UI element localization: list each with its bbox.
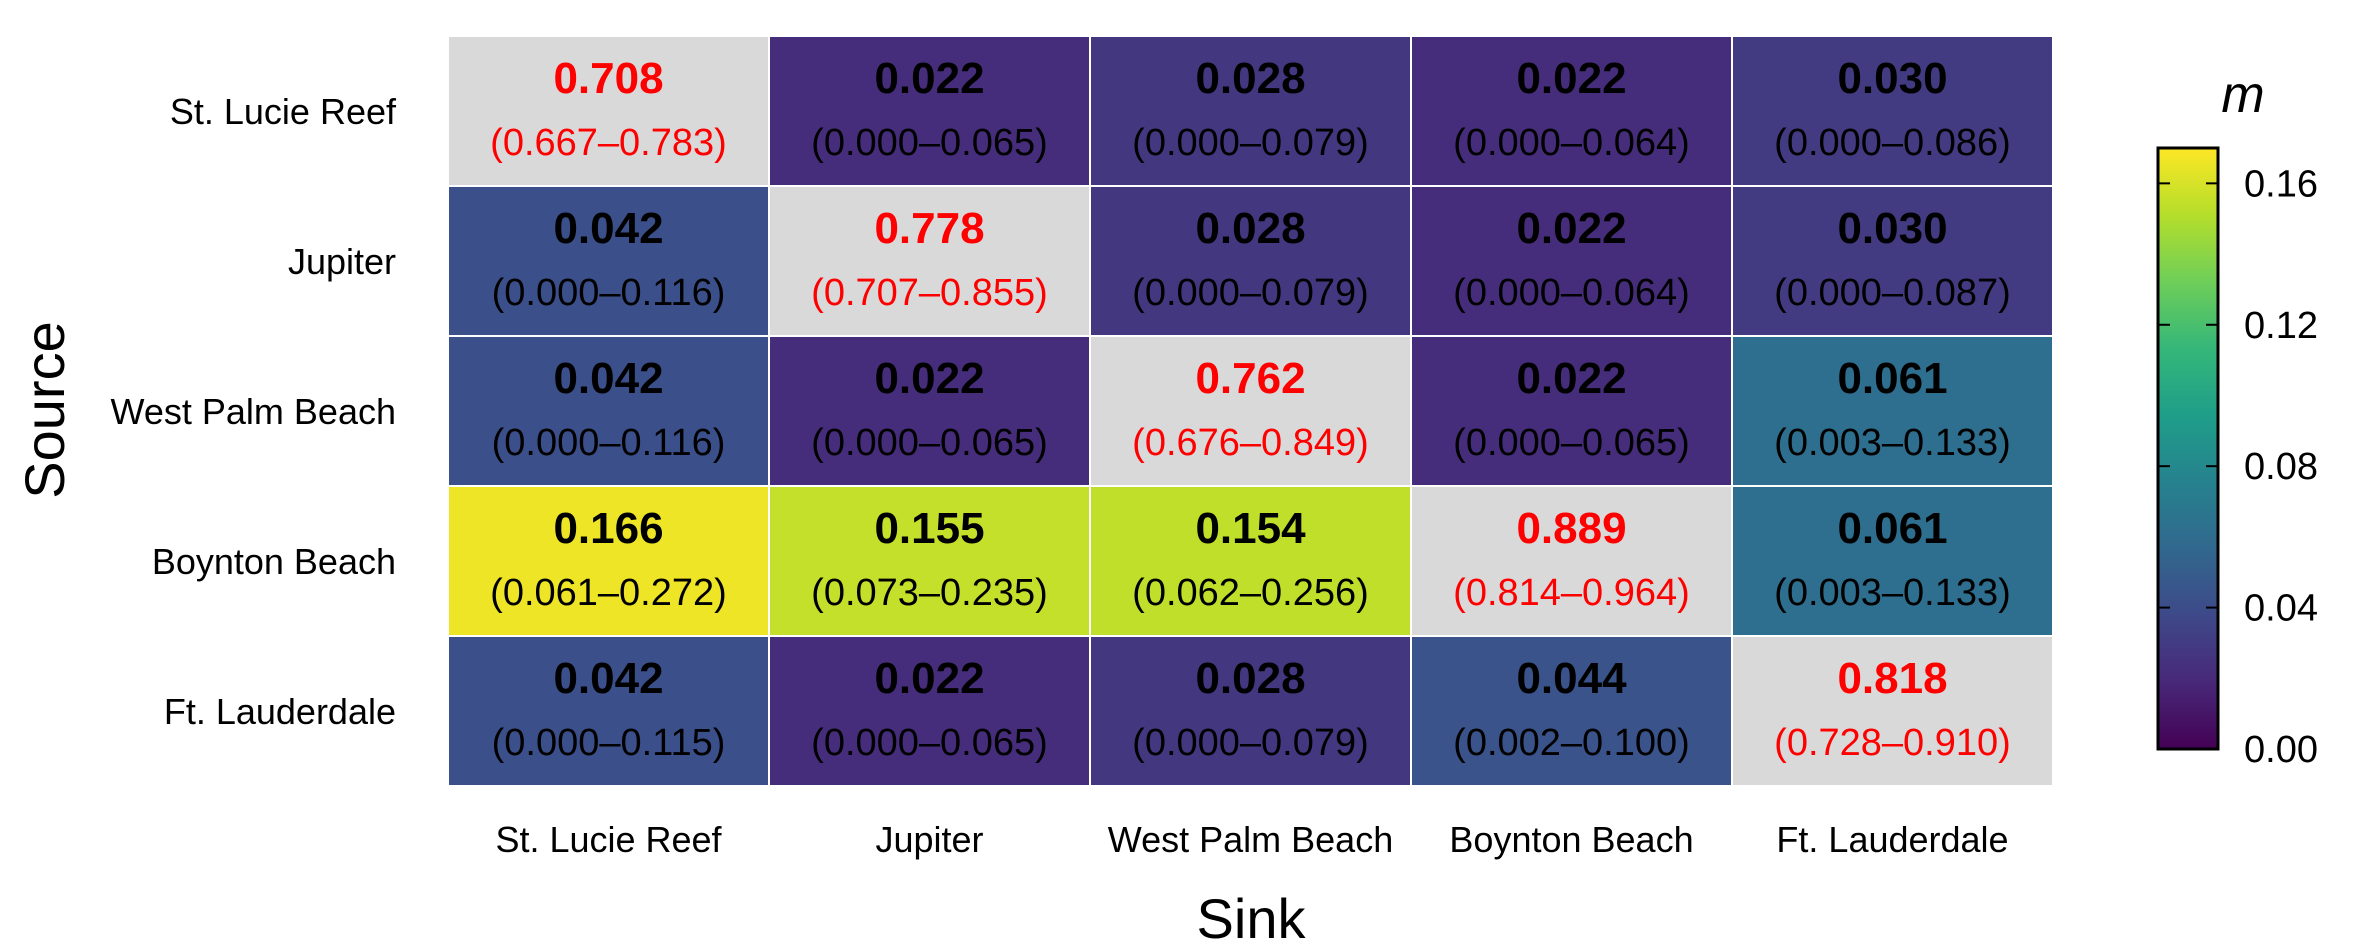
row-label: St. Lucie Reef [170, 91, 397, 132]
heatmap-cell [1733, 637, 2052, 785]
cell-interval-label: (0.000–0.065) [811, 122, 1048, 164]
row-labels: St. Lucie Reef Jupiter West Palm Beach Boyn… [111, 91, 397, 732]
cell-interval-label: (0.002–0.100) [1453, 722, 1690, 764]
cell-value-label: 0.028 [1195, 654, 1305, 703]
heatmap-cell [1412, 187, 1731, 335]
cell-value-label: 0.708 [553, 54, 663, 103]
heatmap-cell [1733, 337, 2052, 485]
colorbar-gradient [2156, 146, 2220, 751]
heatmap-cell [1733, 187, 2052, 335]
cell-interval-label: (0.707–0.855) [811, 272, 1048, 314]
cell-interval-label: (0.667–0.783) [490, 122, 727, 164]
heatmap-cell [1091, 487, 1410, 635]
heatmap-cell [1412, 487, 1731, 635]
row-label: Jupiter [288, 241, 396, 282]
cell-value-label: 0.022 [1516, 54, 1626, 103]
colorbar-tick-label: 0.00 [2244, 729, 2318, 771]
heatmap-cell [449, 187, 768, 335]
colorbar-title: m [2221, 66, 2264, 124]
column-labels: St. Lucie Reef Jupiter West Palm Beach Boyn… [495, 819, 2008, 860]
cell-value-label: 0.762 [1195, 354, 1305, 403]
cell-value-label: 0.154 [1195, 504, 1306, 553]
cell-value-label: 0.028 [1195, 54, 1305, 103]
cell-interval-label: (0.000–0.079) [1132, 122, 1369, 164]
cell-value-label: 0.155 [874, 504, 984, 553]
cell-value-label: 0.061 [1837, 354, 1947, 403]
heatmap-cell [1733, 37, 2052, 185]
heatmap-cell [1412, 637, 1731, 785]
cell-interval-label: (0.000–0.064) [1453, 122, 1690, 164]
cell-value-label: 0.042 [553, 654, 663, 703]
cell-interval-label: (0.728–0.910) [1774, 722, 2011, 764]
cell-interval-label: (0.676–0.849) [1132, 422, 1369, 464]
heatmap-cell [1091, 337, 1410, 485]
cell-value-label: 0.042 [553, 354, 663, 403]
heatmap-cell [1091, 37, 1410, 185]
cell-interval-label: (0.000–0.115) [492, 722, 726, 764]
column-label: Boynton Beach [1449, 819, 1693, 860]
cell-interval-label: (0.073–0.235) [811, 572, 1048, 614]
row-label: Ft. Lauderdale [164, 691, 396, 732]
heatmap-cell [770, 487, 1089, 635]
heatmap-cell [449, 37, 768, 185]
cell-interval-label: (0.000–0.087) [1774, 272, 2011, 314]
cell-value-label: 0.022 [1516, 354, 1626, 403]
cell-interval-label: (0.003–0.133) [1774, 572, 2011, 614]
x-axis-title: Sink [1197, 887, 1307, 944]
cell-interval-label: (0.062–0.256) [1132, 572, 1369, 614]
cell-interval-label: (0.000–0.116) [492, 272, 726, 314]
row-label: Boynton Beach [152, 541, 396, 582]
cell-value-label: 0.889 [1516, 504, 1626, 553]
heatmap-cell [1091, 637, 1410, 785]
colorbar-tick-label: 0.08 [2244, 446, 2318, 488]
cell-value-label: 0.022 [874, 354, 984, 403]
cell-interval-label: (0.000–0.079) [1132, 272, 1369, 314]
colorbar-tick-label: 0.16 [2244, 163, 2318, 205]
colorbar-tick-label: 0.04 [2244, 588, 2318, 630]
cell-value-label: 0.030 [1837, 54, 1947, 103]
heatmap-cell [770, 37, 1089, 185]
column-label: Jupiter [875, 819, 983, 860]
cell-interval-label: (0.000–0.064) [1453, 272, 1690, 314]
heatmap-cell [449, 337, 768, 485]
cell-interval-label: (0.003–0.133) [1774, 422, 2011, 464]
column-label: West Palm Beach [1108, 819, 1393, 860]
row-label: West Palm Beach [111, 391, 396, 432]
cell-value-label: 0.166 [553, 504, 663, 553]
colorbar-tick-label: 0.12 [2244, 305, 2318, 347]
cell-value-label: 0.028 [1195, 204, 1305, 253]
cell-interval-label: (0.000–0.065) [811, 722, 1048, 764]
cell-value-label: 0.042 [553, 204, 663, 253]
colorbar: m 0.00 0.04 0.08 0.12 0.16 [2156, 66, 2318, 771]
y-axis-title: Source [13, 321, 76, 498]
heatmap-cells: 0.708 (0.667–0.783) 0.022 (0.000–0.065) 0.02… [449, 37, 2052, 785]
cell-value-label: 0.778 [874, 204, 984, 253]
heatmap-cell [1733, 487, 2052, 635]
cell-value-label: 0.022 [1516, 204, 1626, 253]
heatmap-cell [1412, 337, 1731, 485]
cell-interval-label: (0.000–0.079) [1132, 722, 1369, 764]
heatmap-cell [1412, 37, 1731, 185]
heatmap-cell [449, 637, 768, 785]
heatmap-cell [770, 637, 1089, 785]
heatmap-cell [1091, 187, 1410, 335]
cell-interval-label: (0.814–0.964) [1453, 572, 1690, 614]
cell-value-label: 0.022 [874, 654, 984, 703]
cell-interval-label: (0.061–0.272) [490, 572, 727, 614]
heatmap-cell [770, 337, 1089, 485]
column-label: St. Lucie Reef [495, 819, 722, 860]
cell-value-label: 0.044 [1516, 654, 1627, 703]
cell-interval-label: (0.000–0.065) [811, 422, 1048, 464]
cell-value-label: 0.818 [1837, 654, 1947, 703]
heatmap-cell [449, 487, 768, 635]
heatmap-cell [770, 187, 1089, 335]
cell-value-label: 0.061 [1837, 504, 1947, 553]
cell-interval-label: (0.000–0.065) [1453, 422, 1690, 464]
column-label: Ft. Lauderdale [1776, 819, 2008, 860]
cell-value-label: 0.030 [1837, 204, 1947, 253]
cell-value-label: 0.022 [874, 54, 984, 103]
cell-interval-label: (0.000–0.086) [1774, 122, 2011, 164]
cell-interval-label: (0.000–0.116) [492, 422, 726, 464]
